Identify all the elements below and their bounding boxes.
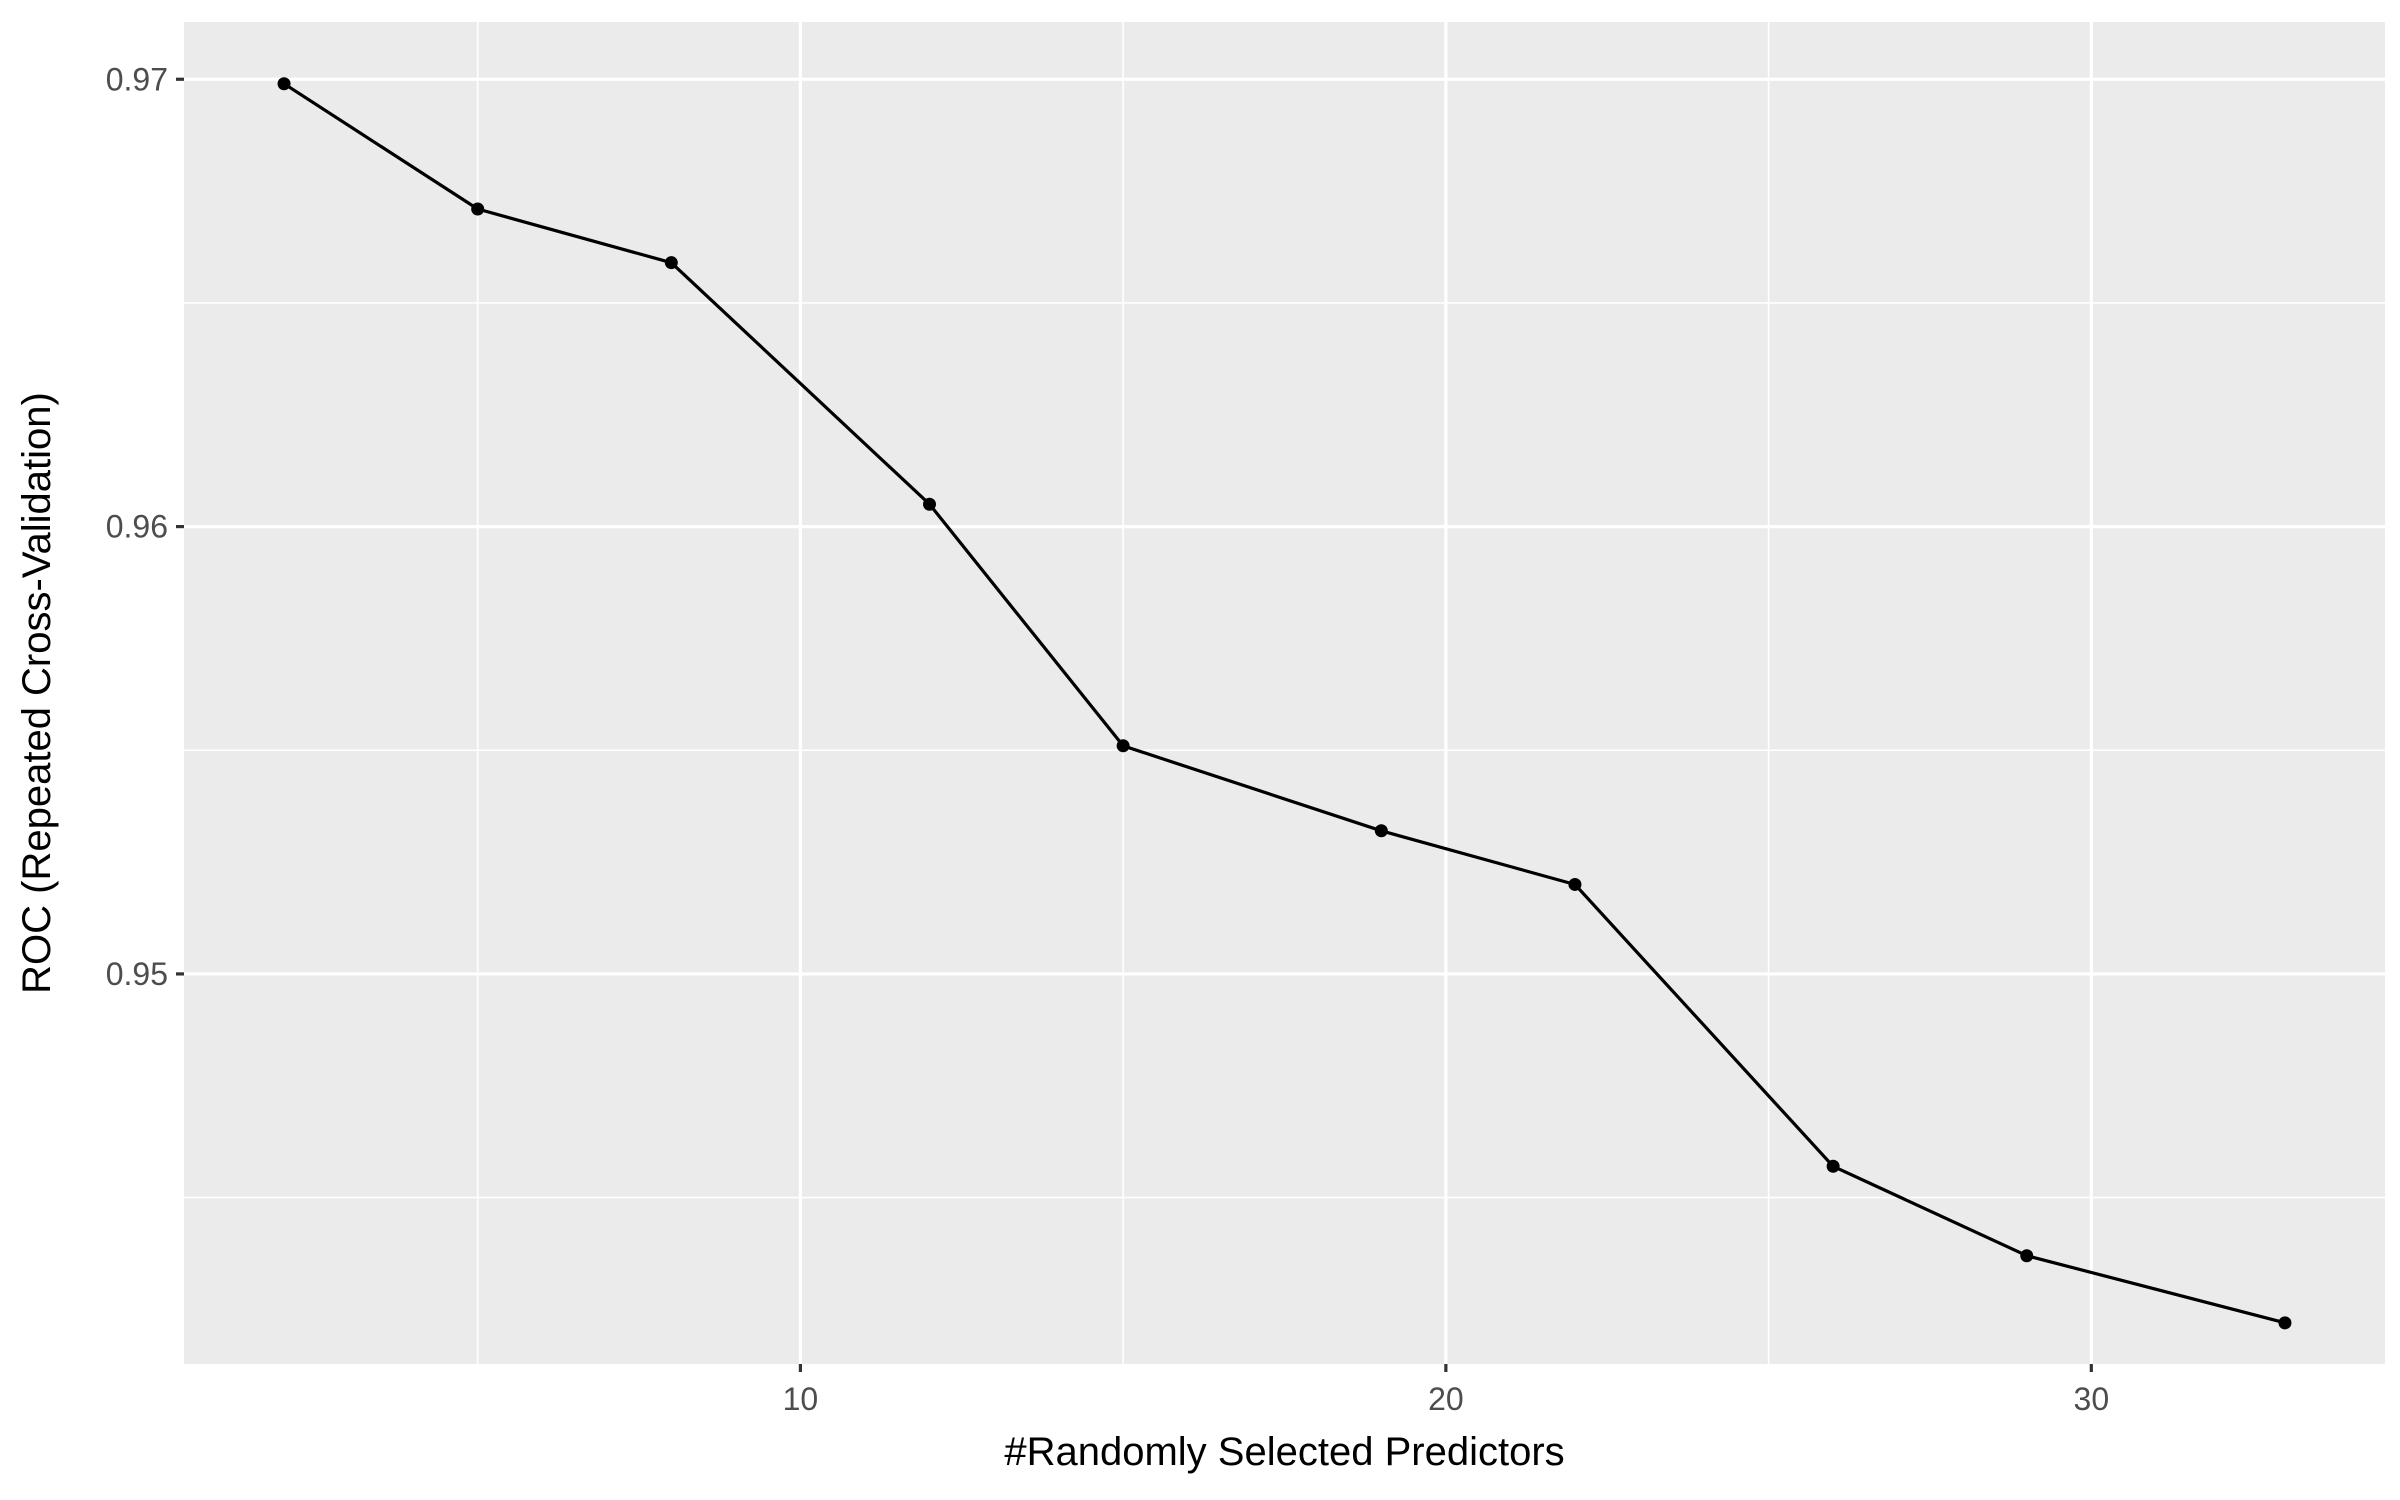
x-axis-title: #Randomly Selected Predictors: [1004, 1430, 1564, 1474]
axis-tick-labels: 10 20 30 0.95 0.96 0.97: [106, 61, 2109, 1417]
major-gridlines: [184, 22, 2385, 1364]
data-point: [2020, 1249, 2034, 1263]
data-series: [277, 77, 2292, 1330]
data-point: [923, 497, 936, 511]
y-tick-label: 0.96: [106, 509, 168, 545]
series-line: [283, 82, 2286, 1325]
data-point: [2278, 1316, 2292, 1330]
y-axis-title: ROC (Repeated Cross-Validation): [15, 392, 59, 994]
data-point: [1826, 1159, 1840, 1173]
data-point: [1374, 824, 1388, 838]
data-point: [471, 202, 485, 216]
minor-gridlines: [184, 22, 2385, 1364]
y-tick-label: 0.97: [106, 61, 168, 97]
x-tick-label: 30: [2074, 1381, 2110, 1417]
data-point: [664, 256, 678, 270]
x-tick-label: 20: [1428, 1381, 1464, 1417]
y-tick-label: 0.95: [106, 956, 168, 992]
axis-ticks: [176, 77, 2093, 1372]
data-point: [277, 77, 291, 91]
data-point: [1116, 739, 1130, 753]
plot-panel: [184, 22, 2385, 1364]
x-tick-label: 10: [783, 1381, 819, 1417]
data-point: [1568, 877, 1582, 891]
